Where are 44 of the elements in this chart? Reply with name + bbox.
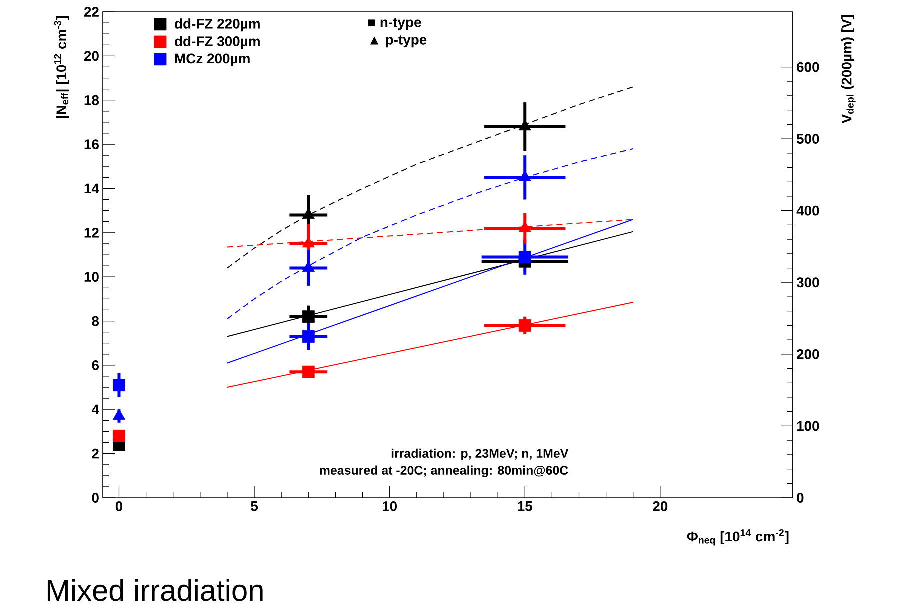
y2-axis-title: V$_{depl}$ (200µm) [V] [842,15,856,124]
y-tick-label: 22 [84,7,99,17]
legend-label: MCz 200µm [175,54,250,66]
point [302,366,315,378]
x-tick-label: 15 [518,502,532,512]
y-tick-label: 14 [84,184,100,194]
y2-tick-label: 300 [796,278,820,288]
annotation: ▲ p-type [370,36,427,48]
y-tick-label: 20 [84,51,99,62]
legend-label: dd-FZ 220µm [175,18,260,32]
point [302,310,315,324]
annotation: ■ n-type [368,18,422,30]
y2-tick-label: 200 [797,349,820,360]
y-tick-label: 2 [92,448,99,459]
x-tick-label: 5 [251,502,258,512]
text: Mixed irradiation [48,579,263,602]
y-tick-label: 16 [84,140,99,150]
line-series [226,148,634,320]
x-tick-label: 10 [382,502,398,512]
x-tick-label: 0 [116,502,123,512]
y-tick-label: 4 [92,404,100,414]
y-tick-label: 10 [84,272,99,282]
y2-tick-label: 100 [797,421,820,432]
line-series [226,86,634,269]
annotation: measured at -20C; annealing: 80min@60C [320,466,568,478]
legend-label: dd-FZ 300µm [175,36,260,50]
y-tick-label: 12 [84,228,99,238]
point [113,430,126,442]
point [302,330,315,343]
annotation: irradiation: p, 23MeV; n, 1MeV [392,448,569,460]
y2-tick-label: 500 [796,134,820,144]
point [113,379,126,392]
y2-tick-label: 400 [796,206,820,216]
y-tick-label: 6 [92,360,99,370]
y-tick-label: 18 [84,95,100,106]
y2-tick-label: 0 [797,493,804,503]
y-tick-label: 0 [92,493,99,503]
x-tick-label: 20 [653,502,668,512]
point [518,319,532,332]
point [518,251,532,264]
y-axis-title: |N$_{eff}$| [10$^{12}$ cm$^{-3}$] [54,16,70,118]
x-axis-title: Φ$_{neq}$ [10$^{14}$ cm$^{-2}$] [687,530,789,546]
y2-tick-label: 600 [797,62,820,72]
y-tick-label: 8 [92,316,100,326]
